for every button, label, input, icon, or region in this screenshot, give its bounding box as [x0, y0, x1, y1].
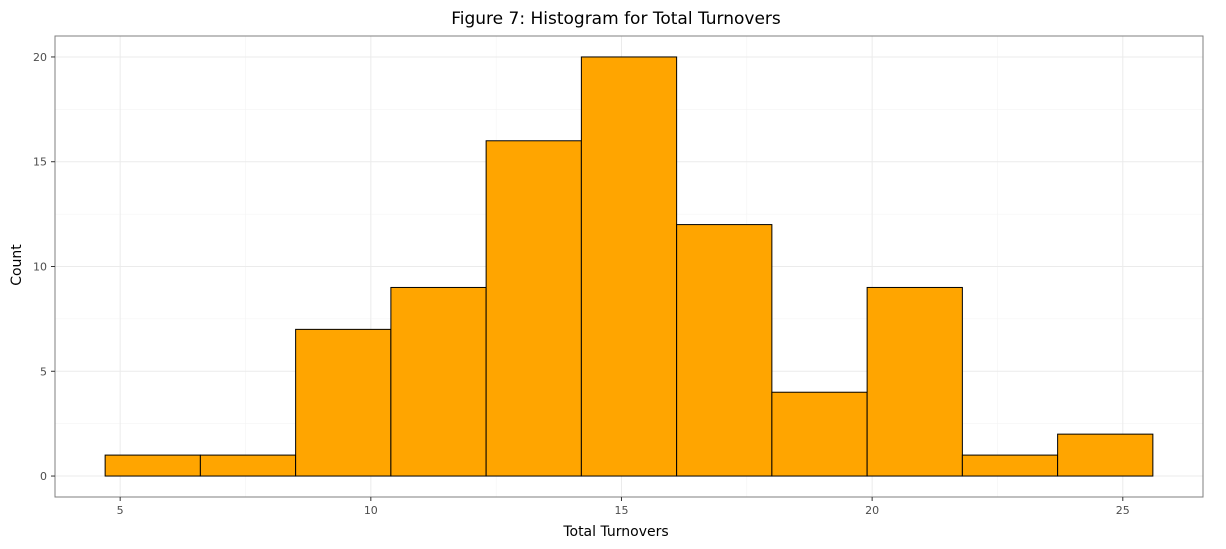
chart-title: Figure 7: Histogram for Total Turnovers: [451, 9, 781, 29]
histogram-bar-10: [961, 454, 1059, 477]
x-axis-title: Total Turnovers: [562, 524, 668, 540]
histogram-bar-8: [771, 391, 868, 477]
y-axis-ticks: 0 5 10 15 20: [33, 51, 55, 483]
x-tick-label: 10: [364, 504, 378, 517]
y-tick-label: 15: [33, 156, 47, 169]
x-axis-ticks: 5 10 15 20 25: [117, 497, 1130, 517]
x-tick-label: 20: [865, 504, 879, 517]
y-tick-label: 20: [33, 51, 47, 64]
histogram-bar-5: [485, 140, 582, 477]
histogram-bar-3: [295, 328, 392, 477]
y-axis-title: Count: [9, 244, 25, 286]
histogram-bar-9: [866, 286, 963, 477]
x-tick-label: 15: [614, 504, 628, 517]
histogram-bar-7: [676, 224, 773, 477]
histogram-bar-2: [199, 454, 297, 477]
histogram-bar-6: [580, 56, 678, 477]
histogram-bar-1: [104, 454, 201, 477]
x-tick-label: 25: [1116, 504, 1130, 517]
y-tick-label: 5: [40, 365, 47, 378]
histogram-bars: [104, 56, 1154, 477]
histogram-bar-11: [1057, 433, 1154, 477]
histogram-bar-4: [390, 286, 487, 477]
y-tick-label: 0: [40, 470, 47, 483]
y-tick-label: 10: [33, 261, 47, 274]
x-tick-label: 5: [117, 504, 124, 517]
